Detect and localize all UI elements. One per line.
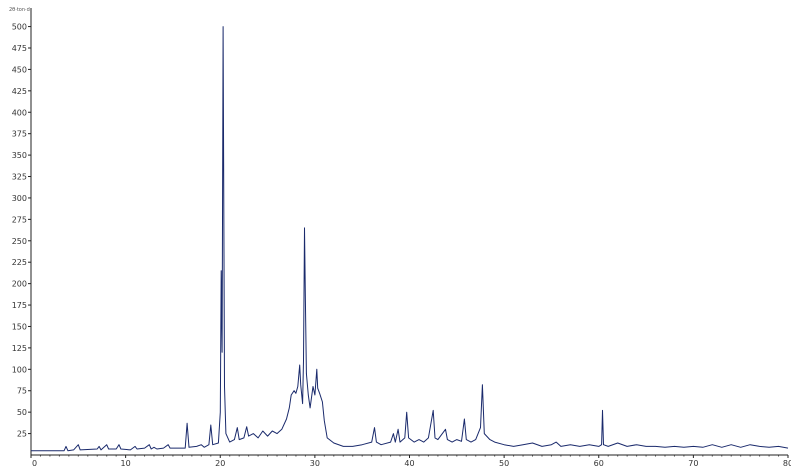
- y-tick-label: 125: [12, 344, 27, 353]
- y-tick-label: 225: [12, 258, 27, 267]
- y-tick-label: 75: [17, 387, 27, 396]
- y-axis-ticks: 25 50 75 100 125 150 175 200 225 250 275 300 325 350 3…: [12, 23, 31, 439]
- x-tick-label: 60: [594, 459, 604, 467]
- y-tick-label: 500: [12, 23, 27, 32]
- plot-frame: [30, 8, 788, 456]
- y-tick-label: 175: [12, 301, 27, 310]
- y-axis-unit-label: 2θ·ton·d: [9, 7, 30, 13]
- x-tick-label: 80: [783, 459, 791, 467]
- x-tick-label: 10: [121, 459, 131, 467]
- y-tick-label: 350: [12, 151, 27, 160]
- y-tick-label: 325: [12, 173, 27, 182]
- y-tick-label: 150: [12, 322, 27, 331]
- series-line-0: [31, 26, 789, 452]
- y-tick-label: 200: [12, 280, 27, 289]
- y-tick-label: 400: [12, 108, 27, 117]
- y-tick-label: 250: [12, 237, 27, 246]
- x-tick-label: 70: [688, 459, 698, 467]
- y-tick-label: 425: [12, 87, 27, 96]
- x-tick-label: 40: [404, 459, 414, 467]
- x-tick-label: 0: [32, 459, 37, 467]
- y-tick-label: 50: [17, 408, 27, 417]
- x-axis-ticks: 0 10 20 30 40 50 60 70 80: [30, 455, 791, 467]
- y-tick-label: 275: [12, 215, 27, 224]
- y-tick-label: 450: [12, 65, 27, 74]
- y-tick-label: 300: [12, 194, 27, 203]
- x-tick-label: 30: [310, 459, 320, 467]
- y-tick-label: 375: [12, 130, 27, 139]
- y-tick-label: 25: [17, 430, 27, 439]
- x-tick-label: 50: [499, 459, 509, 467]
- y-tick-label: 100: [12, 365, 27, 374]
- series-layer: [31, 26, 789, 452]
- y-tick-label: 475: [12, 44, 27, 53]
- x-tick-label: 20: [215, 459, 225, 467]
